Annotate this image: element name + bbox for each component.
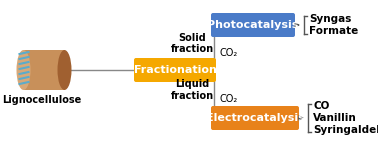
- Text: Electrocatalysis: Electrocatalysis: [206, 113, 304, 123]
- Text: Syngas
Formate: Syngas Formate: [309, 14, 358, 36]
- FancyBboxPatch shape: [211, 106, 299, 130]
- Ellipse shape: [17, 50, 31, 90]
- Text: Solid
fraction: Solid fraction: [170, 33, 214, 54]
- Text: CO₂: CO₂: [219, 47, 237, 58]
- Text: Lignocellulose: Lignocellulose: [2, 95, 82, 105]
- Bar: [23, 50, 65, 90]
- Text: CO
Vanillin
Syringaldehyde: CO Vanillin Syringaldehyde: [313, 101, 378, 135]
- Text: Photocatalysis: Photocatalysis: [207, 20, 299, 30]
- Ellipse shape: [57, 50, 71, 90]
- Text: Fractionation: Fractionation: [133, 65, 217, 75]
- Text: Liquid
fraction: Liquid fraction: [170, 79, 214, 101]
- FancyBboxPatch shape: [211, 13, 295, 37]
- FancyBboxPatch shape: [134, 58, 216, 82]
- Text: CO₂: CO₂: [219, 94, 237, 104]
